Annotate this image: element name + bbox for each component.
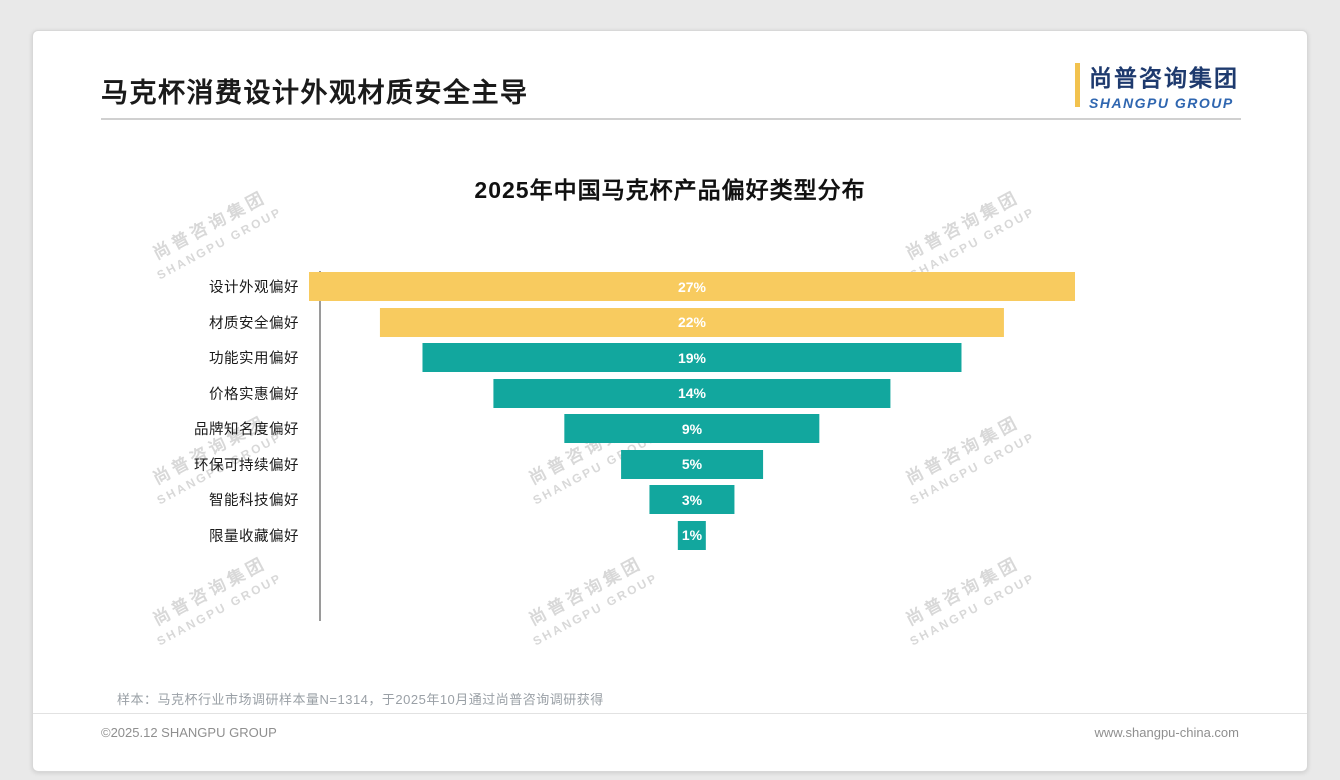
chart-row: 价格实惠偏好 14% — [101, 376, 1075, 412]
logo-accent-bar — [1075, 63, 1080, 107]
bar: 14% — [493, 378, 891, 408]
watermark-text-en: SHANGPU GROUP — [530, 570, 661, 649]
header-divider — [101, 118, 1241, 120]
bar: 3% — [649, 485, 735, 515]
page-title: 马克杯消费设计外观材质安全主导 — [101, 78, 529, 108]
watermark-text-cn: 尚普咨询集团 — [525, 553, 647, 630]
bar-value-label: 9% — [681, 420, 703, 437]
watermark-text-cn: 尚普咨询集团 — [149, 553, 271, 630]
bar-value-label: 5% — [681, 456, 703, 473]
brand-watermark: 尚普咨询集团 SHANGPU GROUP — [894, 546, 1038, 649]
chart-row: 品牌知名度偏好 9% — [101, 411, 1075, 447]
bar: 22% — [379, 307, 1005, 337]
logo-name-cn: 尚普咨询集团 — [1089, 65, 1239, 91]
category-label: 功能实用偏好 — [209, 351, 299, 368]
bar-value-label: 1% — [681, 527, 703, 544]
bar-zone: 1% — [309, 520, 1075, 550]
bar: 27% — [309, 272, 1075, 302]
bar: 9% — [564, 414, 820, 444]
brand-watermark: 尚普咨询集团 SHANGPU GROUP — [141, 546, 285, 649]
bar-zone: 27% — [309, 272, 1075, 302]
bar-value-label: 19% — [677, 349, 707, 366]
slide-card: 尚普咨询集团 SHANGPU GROUP 尚普咨询集团 SHANGPU GROUP 尚普… — [32, 30, 1308, 772]
chart-row: 功能实用偏好 19% — [101, 340, 1075, 376]
category-label: 品牌知名度偏好 — [194, 422, 299, 439]
chart-y-axis-line — [319, 271, 321, 621]
footer-divider — [33, 713, 1307, 714]
funnel-bar-chart: 设计外观偏好 27% 材质安全偏好 22% 功能实用偏好 19% 价格实惠偏好 14% 品牌知名… — [101, 269, 1075, 553]
footer-website: www.shangpu-china.com — [1094, 725, 1239, 740]
chart-title: 2025年中国马克杯产品偏好类型分布 — [474, 177, 866, 203]
bar-value-label: 22% — [677, 314, 707, 331]
footer-copyright: ©2025.12 SHANGPU GROUP — [101, 725, 277, 740]
chart-rows: 设计外观偏好 27% 材质安全偏好 22% 功能实用偏好 19% 价格实惠偏好 14% 品牌知名… — [101, 269, 1075, 553]
brand-watermark: 尚普咨询集团 SHANGPU GROUP — [517, 546, 661, 649]
chart-row: 智能科技偏好 3% — [101, 482, 1075, 518]
bar-value-label: 14% — [677, 385, 707, 402]
bar-zone: 5% — [309, 449, 1075, 479]
category-label: 智能科技偏好 — [209, 493, 299, 510]
category-label: 设计外观偏好 — [209, 280, 299, 297]
bar: 19% — [422, 343, 962, 373]
bar-zone: 19% — [309, 343, 1075, 373]
logo-text: 尚普咨询集团 SHANGPU GROUP — [1089, 59, 1239, 111]
bar-value-label: 27% — [677, 278, 707, 295]
watermark-text-en: SHANGPU GROUP — [907, 570, 1038, 649]
bar-zone: 22% — [309, 307, 1075, 337]
chart-row: 环保可持续偏好 5% — [101, 447, 1075, 483]
bar-zone: 9% — [309, 414, 1075, 444]
bar-zone: 3% — [309, 485, 1075, 515]
watermark-text-cn: 尚普咨询集团 — [902, 553, 1024, 630]
chart-row: 限量收藏偏好 1% — [101, 518, 1075, 554]
bar-value-label: 3% — [681, 491, 703, 508]
category-label: 环保可持续偏好 — [194, 457, 299, 474]
chart-row: 设计外观偏好 27% — [101, 269, 1075, 305]
bar-zone: 14% — [309, 378, 1075, 408]
sample-footnote: 样本：马克杯行业市场调研样本量N=1314，于2025年10月通过尚普咨询调研获… — [117, 692, 604, 707]
category-label: 价格实惠偏好 — [209, 386, 299, 403]
logo-name-en: SHANGPU GROUP — [1089, 95, 1234, 111]
category-label: 材质安全偏好 — [209, 315, 299, 332]
chart-row: 材质安全偏好 22% — [101, 305, 1075, 341]
bar: 5% — [621, 449, 763, 479]
watermark-text-en: SHANGPU GROUP — [154, 570, 285, 649]
company-logo: 尚普咨询集团 SHANGPU GROUP — [1075, 59, 1239, 111]
bar: 1% — [677, 520, 707, 550]
category-label: 限量收藏偏好 — [209, 528, 299, 545]
